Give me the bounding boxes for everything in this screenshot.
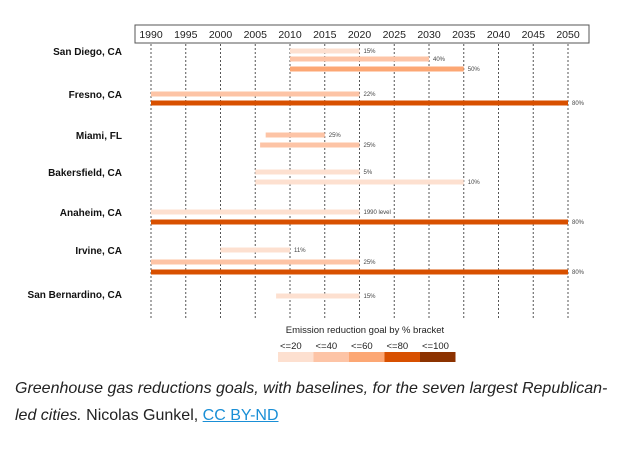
x-tick-label: 2030 [417, 29, 441, 41]
x-tick-label: 2050 [556, 29, 580, 41]
bar [151, 100, 568, 106]
legend-swatch [420, 352, 456, 362]
bar-label: 1990 level [364, 210, 391, 216]
bar-label: 40% [433, 57, 446, 63]
license-link[interactable]: CC BY-ND [202, 407, 279, 424]
bar [265, 132, 325, 138]
city-label: San Diego, CA [53, 47, 122, 58]
x-tick-label: 2005 [244, 29, 268, 41]
bar [151, 219, 568, 225]
bar-label: 25% [364, 260, 377, 266]
bar [290, 66, 464, 72]
x-tick-labels: 1990 1995 2000 2005 2010 2015 2020 2025 2030 2035… [139, 29, 580, 41]
city-label: Anaheim, CA [60, 208, 122, 219]
caption-title: Greenhouse gas reductions goals, with ba… [15, 380, 608, 424]
bar-label: 25% [364, 143, 377, 149]
bar-label: 15% [364, 49, 377, 55]
x-tick-label: 2045 [522, 29, 546, 41]
legend-swatch [278, 352, 314, 362]
x-tick-label: 2025 [383, 29, 407, 41]
x-tick-label: 1990 [139, 29, 163, 41]
legend-label: <=100 [422, 341, 449, 352]
legend-label: <=40 [316, 341, 338, 352]
x-tick-label: 2010 [278, 29, 302, 41]
figure-caption: Greenhouse gas reductions goals, with ba… [15, 375, 615, 429]
bar [151, 209, 360, 215]
legend-swatch [384, 352, 420, 362]
bar-label: 80% [572, 270, 585, 276]
city-label: Bakersfield, CA [48, 168, 122, 179]
bar-label: 80% [572, 101, 585, 107]
caption-author: Nicolas Gunkel, [81, 407, 203, 424]
bar [260, 142, 360, 148]
bar-label: 5% [364, 170, 373, 176]
bar-label: 50% [468, 67, 481, 73]
bar [151, 269, 568, 275]
city-label: Miami, FL [76, 131, 122, 142]
bar-label: 11% [294, 248, 306, 254]
x-tick-label: 2000 [209, 29, 233, 41]
legend-label: <=80 [387, 341, 409, 352]
legend-label: <=60 [351, 341, 373, 352]
legend-label: <=20 [280, 341, 302, 352]
legend-swatch [349, 352, 385, 362]
bar [255, 179, 464, 185]
x-tick-label: 2020 [348, 29, 372, 41]
year-axis-box [134, 24, 590, 44]
bar [290, 56, 429, 62]
bar-label: 15% [364, 294, 377, 300]
bar-label: 80% [572, 220, 585, 226]
x-tick-label: 2035 [452, 29, 476, 41]
city-label: Fresno, CA [69, 90, 122, 101]
bar [255, 169, 360, 175]
bar [290, 48, 360, 54]
bar [220, 247, 290, 253]
legend: Emission reduction goal by % bracket <=2… [278, 325, 456, 362]
bar-label: 22% [364, 92, 377, 98]
city-label: San Bernardino, CA [28, 290, 122, 301]
bar [276, 293, 360, 299]
emission-goals-chart: 1990 1995 2000 2005 2010 2015 2020 2025 2030 2035… [28, 24, 590, 362]
bar [151, 91, 360, 97]
bar-label: 10% [468, 180, 481, 186]
city-label: Irvine, CA [75, 246, 122, 257]
bar [151, 259, 360, 265]
legend-swatch [313, 352, 349, 362]
legend-title: Emission reduction goal by % bracket [286, 325, 445, 336]
city-labels: San Diego, CA Fresno, CA Miami, FL Bakersfi… [28, 47, 122, 301]
x-tick-label: 1995 [174, 29, 198, 41]
bar-label: 25% [329, 133, 342, 139]
bars: 15% 40% 50% 22% 80% 25% 25% 5% 10% 1990 level 80% 1… [151, 48, 585, 300]
x-tick-label: 2015 [313, 29, 337, 41]
x-tick-label: 2040 [487, 29, 511, 41]
